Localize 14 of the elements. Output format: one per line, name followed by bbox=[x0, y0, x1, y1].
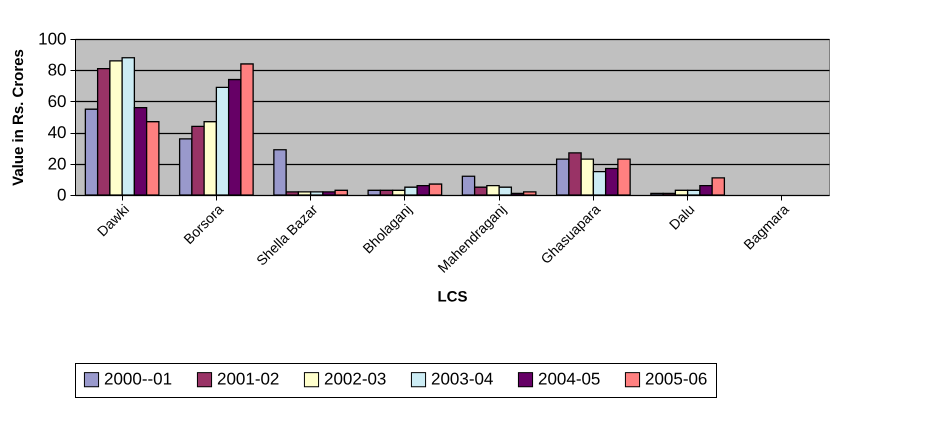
legend-label: 2005-06 bbox=[645, 370, 708, 389]
y-tick-label: 0 bbox=[57, 186, 66, 204]
legend-label: 2003-04 bbox=[431, 370, 494, 389]
y-tick-label: 80 bbox=[48, 60, 66, 80]
legend-label: 2004-05 bbox=[538, 370, 600, 389]
legend-label: 2000--01 bbox=[104, 370, 172, 389]
y-tick-label: 40 bbox=[48, 123, 66, 142]
y-tick-label: 20 bbox=[48, 154, 66, 174]
y-tick-label: 100 bbox=[38, 30, 66, 48]
x-axis-title: LCS bbox=[438, 288, 468, 306]
y-tick-label: 60 bbox=[48, 92, 66, 111]
legend-label: 2002-03 bbox=[324, 370, 386, 389]
y-axis-title: Value in Rs. Crores bbox=[10, 49, 28, 186]
legend-label: 2001-02 bbox=[217, 370, 280, 389]
